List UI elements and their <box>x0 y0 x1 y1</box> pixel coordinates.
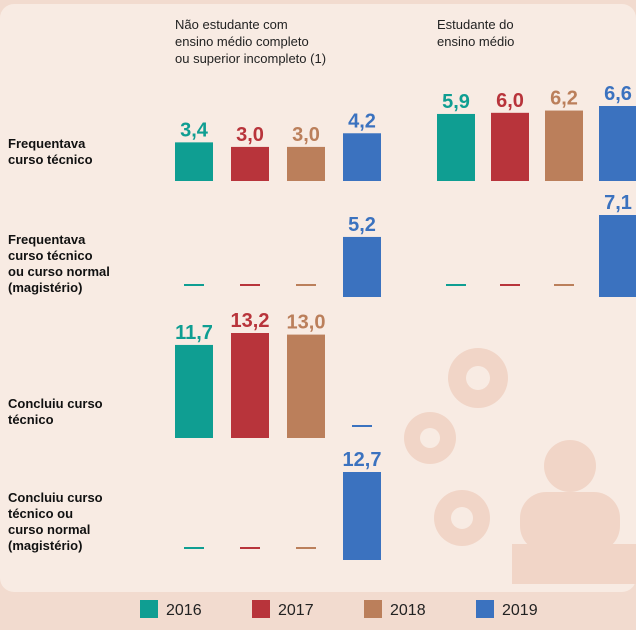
group-header: Estudante do ensino médio <box>437 17 515 49</box>
value-label: 5,2 <box>348 214 376 236</box>
group-header: Não estudante com ensino médio completo … <box>175 17 327 66</box>
bar <box>287 146 325 181</box>
legend-swatch <box>140 600 158 618</box>
row-label: Concluiu curso técnico ou curso normal (… <box>8 490 103 553</box>
value-label: 6,6 <box>604 83 632 105</box>
bar <box>545 110 583 181</box>
value-label: 3,4 <box>180 119 209 141</box>
legend-label: 2016 <box>166 602 202 619</box>
value-label: 5,9 <box>442 91 470 113</box>
legend-swatch <box>252 600 270 618</box>
bar <box>231 146 269 181</box>
bar <box>437 113 475 181</box>
value-label: 7,1 <box>604 192 632 214</box>
legend-label: 2017 <box>278 602 314 619</box>
value-label: 13,2 <box>231 310 270 332</box>
value-label: 11,7 <box>175 322 213 344</box>
value-label: 4,2 <box>348 110 376 132</box>
bar <box>343 236 381 297</box>
legend-label: 2019 <box>502 602 538 619</box>
value-label: 3,0 <box>236 124 264 146</box>
bar <box>599 106 636 181</box>
value-label: 3,0 <box>292 124 320 146</box>
bar <box>287 334 325 438</box>
row-label: Concluiu curso técnico <box>8 396 103 427</box>
row-label: Frequentava curso técnico <box>8 136 93 167</box>
legend-label: 2018 <box>390 602 426 619</box>
legend-swatch <box>364 600 382 618</box>
value-label: 12,7 <box>343 449 382 471</box>
bar <box>491 112 529 181</box>
row-label: Frequentava curso técnico ou curso norma… <box>8 232 110 295</box>
bar <box>175 344 213 438</box>
legend-swatch <box>476 600 494 618</box>
value-label: 6,2 <box>550 88 578 110</box>
bar <box>231 333 269 438</box>
value-label: 6,0 <box>496 90 524 112</box>
value-label: 13,0 <box>287 312 326 334</box>
panel <box>0 4 636 592</box>
bar <box>343 133 381 181</box>
bar <box>175 142 213 181</box>
bar <box>343 472 381 560</box>
bar <box>599 215 636 297</box>
